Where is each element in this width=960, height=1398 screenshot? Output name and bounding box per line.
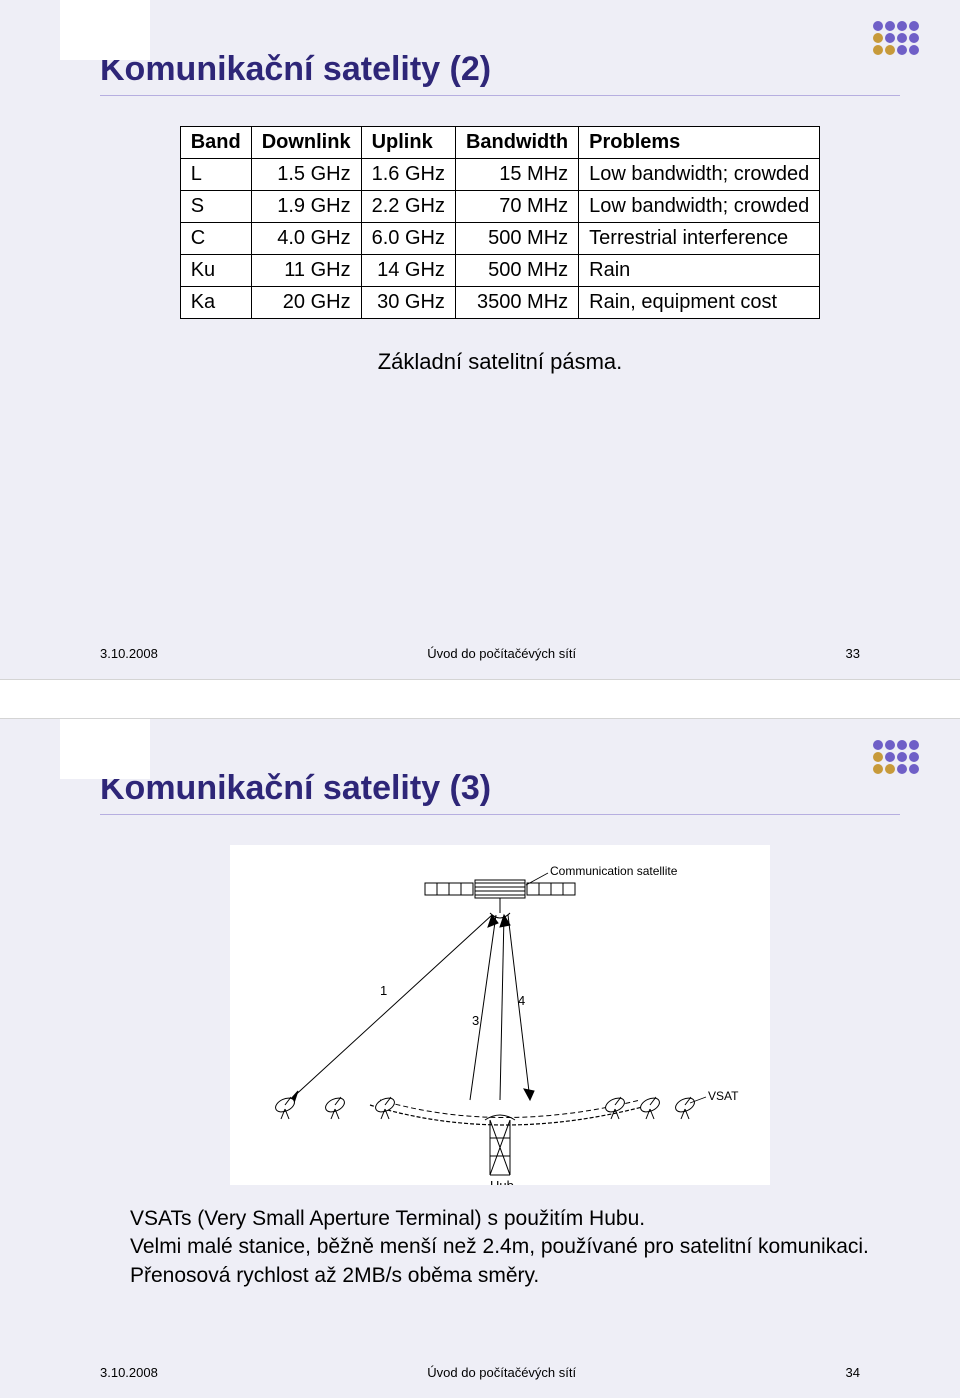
slide-title: Komunikační satelity (3) [100,769,900,808]
slide-footer: 3.10.2008 Úvod do počítačévých sítí 33 [0,640,960,679]
beam-label-1: 1 [380,983,387,998]
decor-dot [909,764,919,774]
text-line: Velmi malé stanice, běžně menší než 2.4m… [130,1233,900,1261]
beam-label-4: 4 [518,993,525,1008]
table-cell: 1.9 GHz [251,191,361,223]
table-cell: Rain [579,255,820,287]
footer-date: 3.10.2008 [100,1365,158,1380]
decor-dot [897,740,907,750]
table-cell: Low bandwidth; crowded [579,159,820,191]
corner-tab [60,0,150,60]
table-cell: 3500 MHz [455,287,578,319]
table-cell: 11 GHz [251,255,361,287]
decor-dot [897,33,907,43]
decor-dot [885,764,895,774]
slide-footer: 3.10.2008 Úvod do počítačévých sítí 34 [0,1359,960,1398]
footer-page: 34 [846,1365,860,1380]
vsat-dish-icon [273,1095,296,1119]
decor-dot [873,21,883,31]
table-cell: 500 MHz [455,255,578,287]
table-cell: Low bandwidth; crowded [579,191,820,223]
footer-center: Úvod do počítačévých sítí [158,646,846,661]
decor-dot [885,45,895,55]
title-rule [100,814,900,815]
footer-page: 33 [846,646,860,661]
table-header: Bandwidth [455,127,578,159]
table-cell: 70 MHz [455,191,578,223]
table-row: Ku11 GHz14 GHz500 MHzRain [180,255,820,287]
title-rule [100,95,900,96]
vsat-dish-icon [373,1095,396,1119]
table-cell: 15 MHz [455,159,578,191]
decor-dot [909,740,919,750]
vsat-dish-icon [603,1095,626,1119]
table-header: Downlink [251,127,361,159]
footer-center: Úvod do počítačévých sítí [158,1365,846,1380]
table-cell: Ku [180,255,251,287]
footer-date: 3.10.2008 [100,646,158,661]
corner-dots [872,739,920,775]
table-cell: L [180,159,251,191]
corner-dots [872,20,920,56]
vsat-dish-icon [673,1095,696,1119]
band-table: BandDownlinkUplinkBandwidthProblems L1.5… [180,126,821,319]
decor-dot [897,45,907,55]
text-line: VSATs (Very Small Aperture Terminal) s p… [130,1205,900,1233]
hub-label: Hub [490,1178,514,1185]
table-header: Problems [579,127,820,159]
table-cell: C [180,223,251,255]
vsat-dish-icon [638,1095,661,1119]
table-row: S1.9 GHz2.2 GHz70 MHzLow bandwidth; crow… [180,191,820,223]
decor-dot [909,752,919,762]
table-cell: 500 MHz [455,223,578,255]
decor-dot [885,21,895,31]
decor-dot [885,740,895,750]
decor-dot [909,45,919,55]
vsat-dish-icon [323,1095,346,1119]
vsat-label: VSAT [708,1089,739,1103]
decor-dot [873,45,883,55]
decor-dot [885,33,895,43]
sat-label: Communication satellite [550,864,678,878]
corner-tab [60,719,150,779]
slide-2: Komunikační satelity (3) [0,719,960,1398]
decor-dot [909,21,919,31]
slide-title: Komunikační satelity (2) [100,50,900,89]
decor-dot [885,752,895,762]
table-row: L1.5 GHz1.6 GHz15 MHzLow bandwidth; crow… [180,159,820,191]
table-cell: 6.0 GHz [361,223,455,255]
vsat-diagram: Communication satellite 1 3 4 [230,845,770,1185]
decor-dot [873,752,883,762]
table-cell: Ka [180,287,251,319]
table-header: Band [180,127,251,159]
table-cell: S [180,191,251,223]
decor-dot [909,33,919,43]
table-row: Ka20 GHz30 GHz3500 MHzRain, equipment co… [180,287,820,319]
table-row: C4.0 GHz6.0 GHz500 MHzTerrestrial interf… [180,223,820,255]
decor-dot [873,764,883,774]
decor-dot [873,740,883,750]
decor-dot [897,752,907,762]
table-caption: Základní satelitní pásma. [100,349,900,375]
table-cell: 1.6 GHz [361,159,455,191]
slide-1: Komunikační satelity (2) BandDownlinkUpl… [0,0,960,679]
beam-label-3: 3 [472,1013,479,1028]
table-cell: 14 GHz [361,255,455,287]
table-cell: 2.2 GHz [361,191,455,223]
decor-dot [873,33,883,43]
slide-body-text: VSATs (Very Small Aperture Terminal) s p… [130,1205,900,1290]
table-cell: 1.5 GHz [251,159,361,191]
table-cell: Terrestrial interference [579,223,820,255]
decor-dot [897,21,907,31]
table-cell: Rain, equipment cost [579,287,820,319]
table-cell: 30 GHz [361,287,455,319]
slide-divider [0,679,960,719]
table-cell: 4.0 GHz [251,223,361,255]
text-line: Přenosová rychlost až 2MB/s oběma směry. [130,1262,900,1290]
decor-dot [897,764,907,774]
table-header: Uplink [361,127,455,159]
table-cell: 20 GHz [251,287,361,319]
